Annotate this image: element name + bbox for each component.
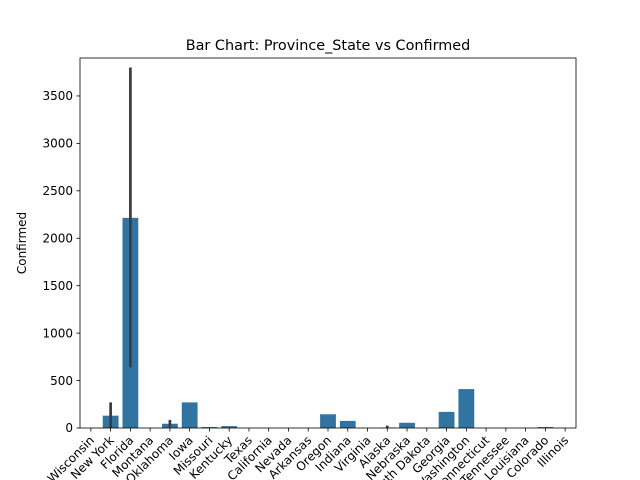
y-axis: 0 500 1000 1500 2000 2500 3000 3500 [42,89,80,435]
bar-7 [221,426,238,428]
bar-19 [458,389,475,428]
y-tick-label-7: 3500 [42,89,73,103]
y-axis-label: Confirmed [15,212,29,274]
bar-5 [181,402,198,428]
y-tick-label-0: 0 [65,421,73,435]
bar-18 [438,411,455,428]
bar-12 [320,414,336,428]
bar-13 [339,420,356,428]
bar-16 [399,422,415,428]
y-tick-label-1: 500 [50,374,73,388]
bar-6 [201,427,218,428]
chart-title: Bar Chart: Province_State vs Confirmed [186,38,471,54]
bar-23 [537,427,554,428]
error-bars-group [109,67,389,428]
y-tick-label-5: 2500 [42,184,73,198]
y-tick-label-4: 2000 [42,231,73,245]
bars-group [102,217,554,428]
y-tick-label-3: 1500 [42,279,73,293]
y-tick-label-6: 3000 [42,137,73,151]
plot-frame [79,57,577,429]
y-tick-label-2: 1000 [42,326,73,340]
